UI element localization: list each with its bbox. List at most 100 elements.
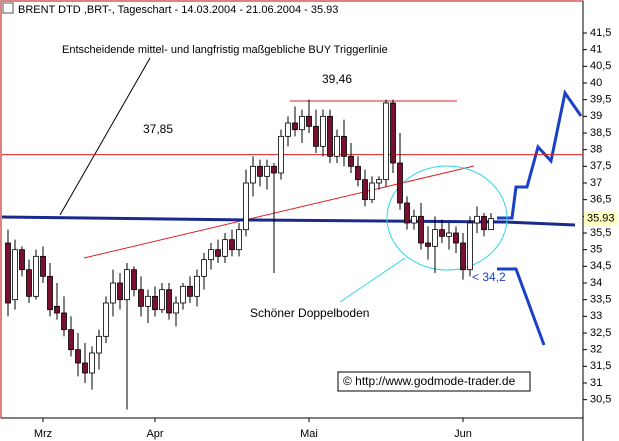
candle-body [355, 165, 361, 181]
candle-body [89, 352, 95, 374]
candle-body [376, 179, 382, 184]
candle-body [439, 229, 445, 237]
candle-body [82, 362, 88, 374]
candle-body [166, 289, 172, 314]
candle-body [194, 275, 200, 297]
trigger-line [1, 215, 576, 227]
candle-body [96, 335, 102, 354]
y-tick-label: 32,5 [590, 327, 611, 339]
candle-body [425, 242, 431, 247]
candle-body [215, 249, 221, 257]
level-label: 39,46 [322, 72, 352, 86]
candle-body [341, 135, 347, 157]
candle-body [5, 242, 11, 304]
candle-body [488, 218, 494, 231]
candle-body [40, 255, 46, 277]
candle-body [432, 229, 438, 247]
candle-body [201, 259, 207, 277]
candle-body [131, 269, 137, 291]
level-label: 37,85 [143, 122, 173, 136]
candle-body [285, 122, 291, 137]
candle-body [369, 182, 375, 201]
candle-body [313, 125, 319, 147]
corner-box [2, 2, 14, 14]
candle-body [243, 182, 249, 231]
candle-body [229, 239, 235, 251]
y-tick-label: 35 [590, 244, 602, 256]
candle-body [75, 349, 81, 364]
candle-body [481, 215, 487, 231]
y-tick-label: 31 [590, 377, 602, 389]
candle-body [180, 285, 186, 304]
y-tick-label: 31,5 [590, 360, 611, 372]
x-tick-label: Mai [300, 428, 318, 440]
candle-body [47, 275, 53, 311]
candle-body [467, 222, 473, 271]
candle-body [474, 215, 480, 224]
candle-body [208, 249, 214, 261]
candle-body [292, 122, 298, 131]
last-price-label: 35.93 [587, 213, 615, 225]
y-tick-label: 40 [590, 77, 602, 89]
annotation: < 34,2 [472, 270, 506, 284]
candle-body [383, 102, 389, 181]
y-tick-label: 38 [590, 144, 602, 156]
candle-body [299, 115, 305, 131]
y-tick-label: 34 [590, 277, 602, 289]
candle-body [26, 269, 32, 297]
x-tick-label: Apr [146, 428, 163, 440]
annotation: Schöner Doppelboden [250, 306, 369, 320]
y-tick-label: 32 [590, 344, 602, 356]
candle-body [250, 165, 256, 184]
x-tick-label: Jun [454, 428, 472, 440]
candle-body [145, 295, 151, 307]
last-price-box [584, 211, 618, 226]
y-tick-label: 33 [590, 310, 602, 322]
candle-body [12, 249, 18, 301]
y-tick-label: 39 [590, 110, 602, 122]
candle-body [271, 165, 277, 174]
projection-down [497, 267, 546, 346]
candle-body [138, 289, 144, 307]
x-tick-label: Mrz [34, 428, 52, 440]
highlight-circle [386, 165, 508, 271]
candle-body [453, 232, 459, 244]
candle-body [61, 312, 67, 331]
candle-body [264, 165, 270, 177]
candle-body [236, 229, 242, 251]
candle-body [418, 215, 424, 244]
candle-body [54, 305, 60, 314]
chart-title: BRENT DTD ,BRT-, Tageschart - 14.03.2004… [18, 4, 338, 16]
candle-body [117, 282, 123, 301]
candle-body [320, 115, 326, 147]
candle-body [334, 135, 340, 157]
candle-body [152, 295, 158, 311]
y-tick-label: 36,5 [590, 194, 611, 206]
candle-body [348, 155, 354, 167]
trend-line [83, 165, 475, 259]
pointer-line [339, 257, 406, 303]
candle-body [460, 242, 466, 271]
candle-body [110, 282, 116, 304]
y-tick-label: 34,5 [590, 260, 611, 272]
y-tick-label: 38,5 [590, 127, 611, 139]
copyright-box [337, 371, 531, 392]
projection-up [497, 89, 583, 220]
candle-body [19, 249, 25, 271]
candle-body [327, 115, 333, 157]
candle-body [362, 179, 368, 201]
annotation: © http://www.godmode-trader.de [343, 374, 516, 388]
annotation: Entscheidende mittel- und langfristig ma… [62, 44, 388, 56]
y-tick-label: 35,5 [590, 227, 611, 239]
candle-body [68, 329, 74, 351]
candle-body [187, 285, 193, 297]
y-tick-label: 41,5 [590, 27, 611, 39]
y-tick-label: 37 [590, 177, 602, 189]
candle-body [222, 239, 228, 257]
candle-body [124, 269, 130, 301]
candle-body [404, 202, 410, 224]
pointer-line [59, 57, 151, 216]
candle-body [306, 115, 312, 127]
candle-body [411, 215, 417, 224]
candle-body [173, 302, 179, 314]
